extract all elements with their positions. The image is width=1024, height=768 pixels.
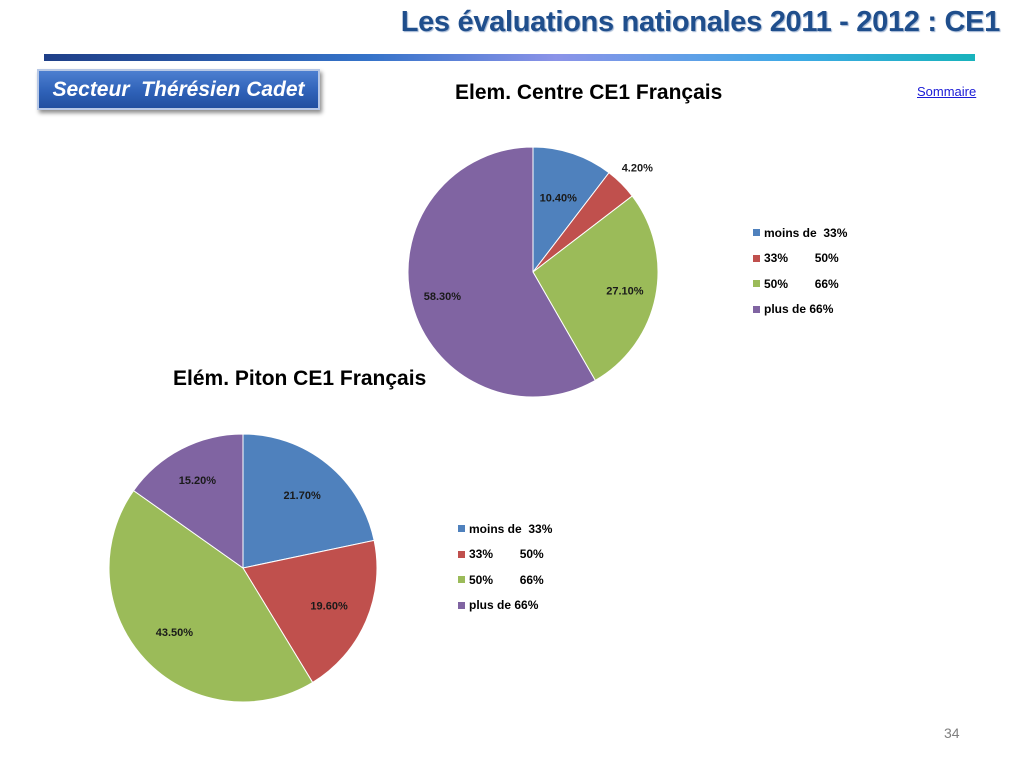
legend-label: 50% 66%	[469, 572, 544, 587]
pie-data-label: 21.70%	[283, 490, 321, 502]
legend-swatch	[458, 576, 465, 584]
legend-label: 33% 50%	[764, 251, 839, 266]
legend-item: plus de 66%	[458, 593, 552, 619]
legend-swatch	[458, 550, 465, 558]
legend-item: moins de 33%	[753, 220, 847, 246]
legend-item: moins de 33%	[458, 516, 552, 542]
page-number: 34	[944, 725, 960, 741]
pie-data-label: 58.30%	[424, 291, 462, 303]
pie-slice	[132, 433, 244, 569]
legend-swatch	[458, 525, 465, 533]
pie-data-label: 43.50%	[156, 627, 194, 639]
legend-swatch	[458, 601, 465, 609]
legend-label: moins de 33%	[764, 225, 848, 240]
pie-slice	[108, 489, 314, 703]
legend-label: 33% 50%	[469, 547, 544, 562]
summary-link[interactable]: Sommaire	[917, 84, 977, 99]
legend-label: plus de 66%	[764, 302, 834, 317]
title-underline-bar	[44, 54, 975, 61]
chart-2-pie: 21.70% 19.60% 43.50% 15.20%	[108, 433, 378, 703]
pie-slice	[242, 539, 378, 684]
sector-label-box: Secteur Thérésien Cadet	[37, 69, 320, 110]
pie-data-label: 15.20%	[179, 475, 217, 487]
legend-swatch	[753, 229, 760, 237]
chart-1-title: Elem. Centre CE1 Français	[455, 81, 723, 104]
pie-data-label: 27.10%	[606, 285, 644, 297]
legend-item: 50% 66%	[753, 271, 847, 297]
pie-slice	[407, 146, 596, 398]
pie-data-label: 10.40%	[540, 192, 578, 204]
legend-label: moins de 33%	[469, 521, 553, 536]
pie-slice	[242, 433, 375, 569]
chart-1-pie: 10.40% 4.20% 27.10% 58.30%	[407, 146, 659, 398]
legend-swatch	[753, 280, 760, 288]
legend-label: 50% 66%	[764, 276, 839, 291]
legend-item: 33% 50%	[753, 246, 847, 272]
legend-item: plus de 66%	[753, 297, 847, 323]
legend-label: plus de 66%	[469, 598, 539, 613]
pie-data-label: 4.20%	[622, 163, 653, 175]
slide-title: Les évaluations nationales 2011 - 2012 :…	[400, 6, 1001, 38]
legend-swatch	[753, 254, 760, 262]
chart-2-legend: moins de 33% 33% 50% 50% 66% plus de 66%	[458, 516, 552, 618]
chart-2-title: Elém. Piton CE1 Français	[173, 367, 427, 390]
pie-slice	[532, 146, 610, 274]
pie-data-label: 19.60%	[310, 600, 348, 612]
chart-1-legend: moins de 33% 33% 50% 50% 66% plus de 66%	[753, 220, 847, 322]
legend-item: 50% 66%	[458, 567, 552, 593]
pie-slice	[532, 195, 659, 382]
legend-swatch	[753, 305, 760, 313]
legend-item: 33% 50%	[458, 542, 552, 568]
